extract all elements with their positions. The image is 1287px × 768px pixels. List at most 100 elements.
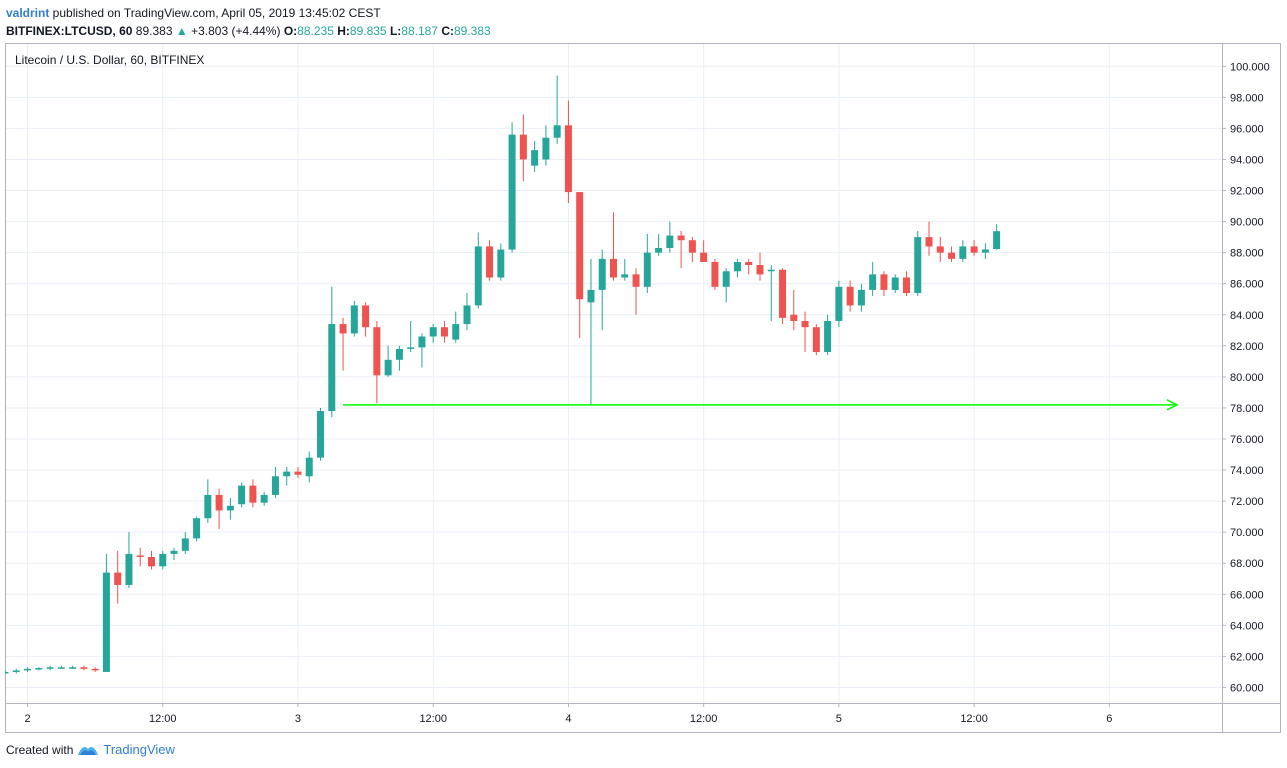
candle [35, 667, 43, 671]
price-tick-label: 76.000 [1230, 434, 1264, 446]
candle-body [677, 235, 685, 241]
candle [711, 258, 719, 290]
candle-body [576, 192, 584, 300]
candle [69, 665, 77, 669]
author-link[interactable]: valdrint [6, 6, 50, 20]
candle [902, 271, 910, 297]
candle-body [362, 305, 370, 328]
candle [812, 324, 820, 356]
tradingview-link[interactable]: TradingView [103, 742, 175, 757]
candle [779, 268, 787, 325]
candle-body [508, 134, 516, 250]
price-tick-label: 100.000 [1230, 61, 1270, 73]
candle [238, 482, 246, 508]
candle-body [621, 274, 629, 278]
candle [249, 479, 257, 508]
time-tick-label: 6 [1106, 713, 1112, 725]
candle [497, 243, 505, 281]
candle-body [564, 125, 572, 193]
candle [891, 274, 899, 294]
candle [553, 75, 561, 144]
price-change: +3.803 (+4.44%) [191, 24, 281, 38]
close-value: 89.383 [453, 24, 491, 38]
time-tick-label: 12:00 [960, 713, 988, 725]
candle-body [824, 320, 832, 353]
candle-body [891, 277, 899, 290]
price-tick-label: 86.000 [1230, 279, 1264, 291]
time-tick-label: 2 [24, 713, 30, 725]
candle [362, 302, 370, 337]
candle-body [204, 494, 212, 519]
candle-body [531, 150, 539, 166]
candle-body [181, 538, 189, 551]
candle-body [91, 668, 99, 671]
candle-body [812, 327, 820, 353]
candle-body [790, 314, 798, 321]
candle-body [869, 274, 877, 290]
candle-body [722, 271, 730, 287]
candle-body [271, 476, 279, 495]
last-price: 89.383 [135, 24, 173, 38]
candle [587, 258, 595, 405]
candle-body [925, 237, 933, 247]
candle [193, 516, 201, 542]
time-tick-label: 12:00 [419, 713, 447, 725]
candle-body [80, 667, 88, 669]
candle-body [249, 485, 257, 503]
candle [722, 268, 730, 303]
candle [474, 232, 482, 309]
candle [801, 311, 809, 353]
candle [271, 466, 279, 499]
created-with-text: Created with [6, 742, 74, 757]
candle-body [688, 240, 696, 253]
candle [857, 283, 865, 312]
candle-body [294, 471, 302, 475]
candle [12, 668, 20, 674]
candle [215, 488, 223, 530]
candlestick-chart[interactable]: Litecoin / U.S. Dollar, 60, BITFINEX 60.… [1, 43, 1281, 733]
candle [114, 550, 122, 604]
candle [756, 252, 764, 281]
candle [688, 237, 696, 262]
price-tick-label: 62.000 [1230, 651, 1264, 663]
price-tick-label: 98.000 [1230, 92, 1264, 104]
candle-body [429, 327, 437, 337]
candle-body [666, 235, 674, 248]
candle-body [226, 505, 234, 511]
candle [925, 221, 933, 256]
candle [677, 230, 685, 269]
chart-frame [5, 43, 1281, 733]
candle [610, 212, 617, 281]
candle [463, 293, 471, 331]
chart-area[interactable]: Litecoin / U.S. Dollar, 60, BITFINEX 60.… [1, 43, 1281, 733]
candle-body [260, 494, 268, 503]
candle-body [993, 231, 1001, 249]
candle [981, 243, 989, 259]
candle-body [373, 327, 381, 376]
candle-body [756, 265, 764, 275]
time-axis[interactable]: 2 12:00 3 12:00 4 12:00 5 12:00 6 [24, 703, 1112, 725]
price-axis[interactable]: 60.000 62.000 64.000 66.000 68.000 70.000 72.0… [1222, 61, 1270, 694]
candle [407, 320, 415, 353]
high-label: H: [337, 24, 350, 38]
tradingview-logo-icon [78, 746, 99, 755]
horizontal-arrow[interactable] [343, 399, 1179, 411]
candle-body [114, 572, 122, 585]
candle [643, 234, 651, 294]
candle-body [35, 668, 43, 670]
candle-body [959, 246, 967, 259]
open-value: 88.235 [297, 24, 334, 38]
candle [339, 317, 347, 371]
candle-body [418, 336, 426, 348]
price-tick-label: 92.000 [1230, 186, 1264, 198]
candle [80, 665, 88, 671]
candle [328, 286, 336, 418]
candle-body [159, 553, 167, 567]
candle [226, 498, 234, 520]
candle-body [643, 252, 651, 287]
candle [700, 240, 708, 262]
publish-info: published on TradingView.com, April 05, … [49, 6, 381, 20]
price-tick-label: 94.000 [1230, 154, 1264, 166]
candle-body [801, 320, 809, 328]
candle [452, 311, 460, 343]
